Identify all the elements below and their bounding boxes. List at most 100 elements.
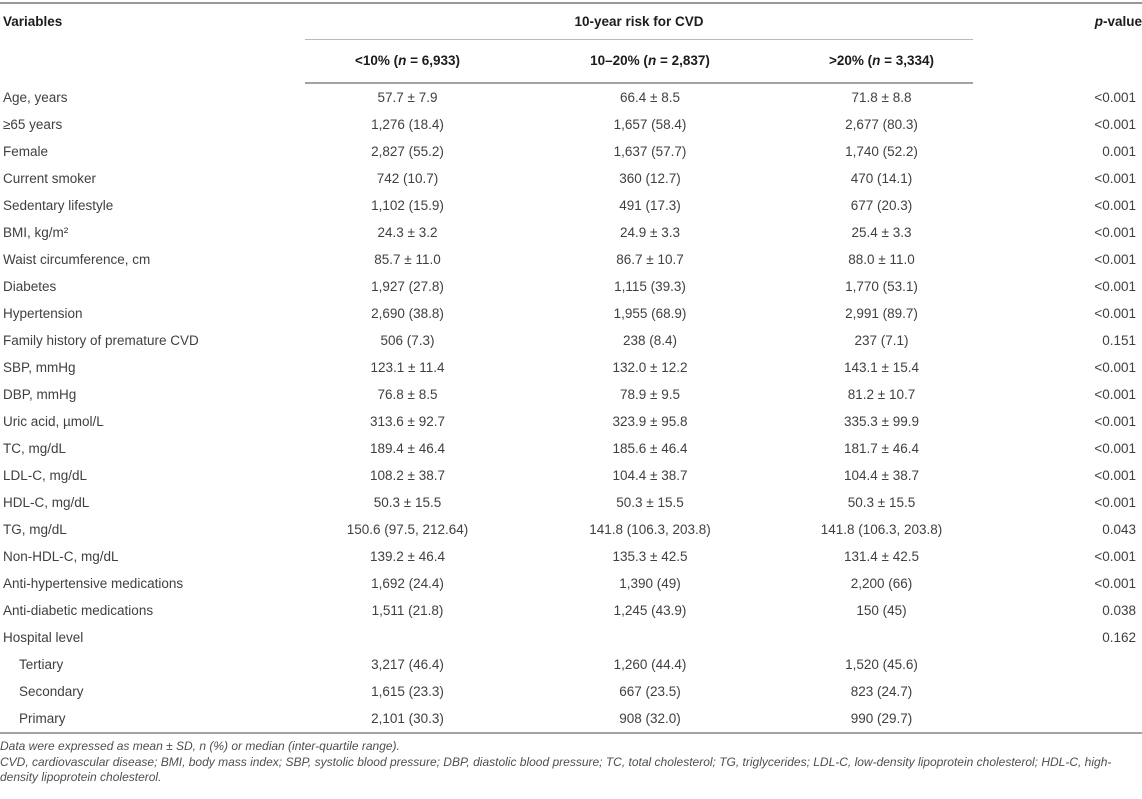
header-row-subgroups: <10% (n = 6,933) 10–20% (n = 2,837) >20%… <box>0 39 1142 84</box>
value-risk-lt10: 506 (7.3) <box>380 333 435 348</box>
table-row: Age, years 57.7 ± 7.9 66.4 ± 8.5 71.8 ± 8.8… <box>0 83 1142 111</box>
table-row: Non-HDL-C, mg/dL 139.2 ± 46.4 135.3 ± 42.5… <box>0 543 1142 570</box>
p-italic: p <box>1094 14 1103 29</box>
value-p <box>973 705 1142 734</box>
subheader-text: = 3,334) <box>880 53 935 69</box>
table-row: Sedentary lifestyle 1,102 (15.9) 491 (17.3… <box>0 192 1142 219</box>
value-risk-10-20: 1,637 (57.7) <box>613 144 687 159</box>
value-risk-10-20: 78.9 ± 9.5 <box>620 387 680 402</box>
value-risk-10-20: 141.8 (106.3, 203.8) <box>589 522 711 537</box>
value-p <box>973 651 1142 678</box>
row-label: Female <box>3 144 49 159</box>
value-p: 0.038 <box>1102 603 1137 618</box>
n-italic: n <box>872 53 881 69</box>
value-risk-gt20: 25.4 ± 3.3 <box>851 225 912 240</box>
row-label: Diabetes <box>3 279 57 294</box>
row-label: Uric acid, µmol/L <box>3 414 104 429</box>
subheader-risk-gt20: >20% (n = 3,334) <box>790 39 974 84</box>
value-risk-lt10: 1,692 (24.4) <box>371 576 444 591</box>
value-risk-10-20: 24.9 ± 3.3 <box>620 225 680 240</box>
row-label: Anti-hypertensive medications <box>3 576 184 591</box>
value-p: <0.001 <box>1094 306 1137 321</box>
value-p: 0.151 <box>1102 333 1137 348</box>
table-row: LDL-C, mg/dL 108.2 ± 38.7 104.4 ± 38.7 104.… <box>0 462 1142 489</box>
value-risk-gt20: 81.2 ± 10.7 <box>847 387 916 402</box>
row-label: BMI, kg/m² <box>3 225 69 240</box>
subheader-text: 10–20% ( <box>590 53 648 69</box>
value-risk-10-20: 238 (8.4) <box>622 333 678 348</box>
value-risk-lt10: 50.3 ± 15.5 <box>373 495 442 510</box>
value-risk-gt20: 1,770 (53.1) <box>845 279 918 294</box>
value-risk-10-20: 86.7 ± 10.7 <box>616 252 684 267</box>
subheader-risk-lt10: <10% (n = 6,933) <box>305 39 510 84</box>
value-risk-gt20: 237 (7.1) <box>854 333 909 348</box>
value-risk-10-20: 1,245 (43.9) <box>613 603 687 618</box>
value-risk-gt20: 677 (20.3) <box>850 198 913 213</box>
row-label: LDL-C, mg/dL <box>3 468 88 483</box>
baseline-characteristics-table: Variables 10-year risk for CVD p-value <… <box>0 2 1142 734</box>
value-risk-lt10: 2,690 (38.8) <box>371 306 444 321</box>
value-risk-10-20: 104.4 ± 38.7 <box>612 468 688 483</box>
table-row: Hypertension 2,690 (38.8) 1,955 (68.9) 2,99… <box>0 300 1142 327</box>
row-label: Non-HDL-C, mg/dL <box>3 549 119 564</box>
value-p: <0.001 <box>1094 414 1137 429</box>
value-risk-lt10: 108.2 ± 38.7 <box>370 468 445 483</box>
value-risk-gt20: 143.1 ± 15.4 <box>844 360 919 375</box>
value-risk-10-20: 1,390 (49) <box>619 576 681 591</box>
value-risk-10-20: 1,657 (58.4) <box>613 117 687 132</box>
value-p: <0.001 <box>1094 387 1137 402</box>
row-label: Sedentary lifestyle <box>3 198 114 213</box>
value-risk-lt10: 24.3 ± 3.2 <box>377 225 438 240</box>
n-italic: n <box>647 53 657 69</box>
value-risk-lt10: 2,101 (30.3) <box>305 705 510 734</box>
value-p <box>973 678 1142 705</box>
value-risk-gt20: 823 (24.7) <box>850 684 913 699</box>
risk-group-header: 10-year risk for CVD <box>305 3 974 40</box>
value-p: <0.001 <box>1094 495 1137 510</box>
value-risk-gt20: 131.4 ± 42.5 <box>844 549 919 564</box>
value-p: <0.001 <box>1094 360 1137 375</box>
value-risk-10-20: 1,955 (68.9) <box>613 306 687 321</box>
row-label: Current smoker <box>3 171 97 186</box>
value-risk-lt10: 1,511 (21.8) <box>371 603 444 618</box>
value-p: <0.001 <box>1094 468 1137 483</box>
value-p: <0.001 <box>1094 225 1137 240</box>
value-p: 0.043 <box>1102 522 1137 537</box>
n-italic: n <box>398 53 407 69</box>
value-risk-10-20: 185.6 ± 46.4 <box>612 441 688 456</box>
p-value-label: -value <box>1102 14 1142 29</box>
table-footnotes: Data were expressed as mean ± SD, n (%) … <box>0 739 1142 786</box>
value-risk-gt20: 71.8 ± 8.8 <box>851 90 912 105</box>
subheader-text: <10% ( <box>354 53 399 69</box>
value-risk-gt20: 104.4 ± 38.7 <box>844 468 919 483</box>
value-risk-10-20: 491 (17.3) <box>619 198 681 213</box>
value-p: <0.001 <box>1094 89 1137 105</box>
value-p: <0.001 <box>1094 198 1137 213</box>
value-risk-10-20 <box>510 624 790 651</box>
value-p: <0.001 <box>1094 279 1137 294</box>
subheader-text: >20% ( <box>828 53 873 69</box>
header-row-group: Variables 10-year risk for CVD p-value <box>0 3 1142 40</box>
row-label: DBP, mmHg <box>3 387 77 402</box>
subheader-text: = 6,933) <box>406 53 461 69</box>
table-row: TC, mg/dL 189.4 ± 46.4 185.6 ± 46.4 181.7 ±… <box>0 435 1142 462</box>
value-risk-gt20: 990 (29.7) <box>790 705 974 734</box>
value-risk-10-20: 132.0 ± 12.2 <box>612 360 688 375</box>
row-label: HDL-C, mg/dL <box>3 495 90 510</box>
value-risk-gt20: 1,740 (52.2) <box>845 144 918 159</box>
value-p: 0.001 <box>1102 144 1137 159</box>
subheader-risk-10-20: 10–20% (n = 2,837) <box>510 39 790 84</box>
row-label: Age, years <box>3 89 68 105</box>
table-row: Anti-hypertensive medications 1,692 (24.4… <box>0 570 1142 597</box>
variables-column-header: Variables <box>3 14 63 29</box>
value-risk-gt20: 2,200 (66) <box>850 576 913 591</box>
table-body: Age, years 57.7 ± 7.9 66.4 ± 8.5 71.8 ± 8.8… <box>0 83 1142 734</box>
table-row: SBP, mmHg 123.1 ± 11.4 132.0 ± 12.2 143.1 ±… <box>0 354 1142 381</box>
value-risk-10-20: 66.4 ± 8.5 <box>620 90 680 105</box>
value-p: 0.162 <box>1102 630 1137 645</box>
value-risk-gt20: 2,677 (80.3) <box>845 117 918 132</box>
value-risk-lt10: 76.8 ± 8.5 <box>377 387 438 402</box>
value-risk-gt20: 141.8 (106.3, 203.8) <box>820 522 943 537</box>
row-label: Hypertension <box>3 306 83 321</box>
